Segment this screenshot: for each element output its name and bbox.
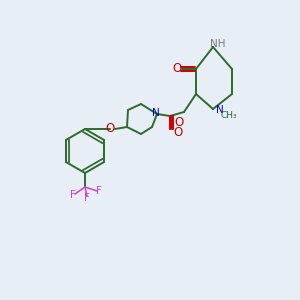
Text: CH₃: CH₃ <box>221 110 237 119</box>
Text: F: F <box>70 190 76 200</box>
Text: F: F <box>96 186 102 196</box>
Text: O: O <box>173 125 183 139</box>
Text: N: N <box>152 108 160 118</box>
Text: F: F <box>84 193 90 203</box>
Text: N: N <box>216 105 224 115</box>
Text: NH: NH <box>210 39 226 49</box>
Text: O: O <box>172 62 182 76</box>
Text: O: O <box>174 116 184 128</box>
Text: O: O <box>105 122 115 136</box>
